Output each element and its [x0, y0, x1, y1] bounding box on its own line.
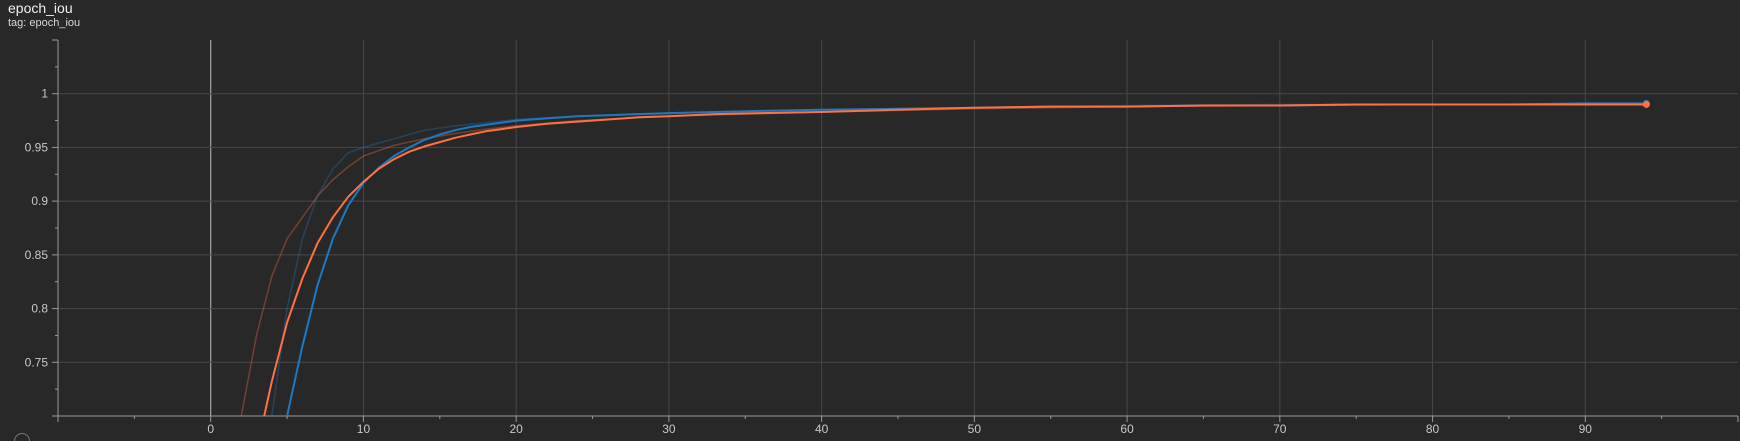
- x-tick-label: 10: [357, 422, 371, 436]
- x-tick-label: 70: [1273, 422, 1287, 436]
- y-tick-label: 1: [41, 87, 48, 101]
- chart-tag: tag: epoch_iou: [8, 17, 81, 29]
- y-tick-label: 0.95: [25, 140, 49, 154]
- x-tick-label: 90: [1579, 422, 1593, 436]
- y-tick-label: 0.8: [31, 302, 48, 316]
- axis-layer: [52, 39, 1739, 422]
- tick-labels: 0 10 20 30 40 50 60 70 80 90 0.75 0.8 0.85 0.9 0.95 1: [25, 87, 1593, 436]
- chart-title: epoch_iou: [8, 0, 73, 16]
- series-line-smoothed: [263, 103, 1647, 416]
- x-tick-label: 80: [1426, 422, 1440, 436]
- series-line-raw: [240, 103, 1647, 416]
- y-tick-label: 0.85: [25, 248, 49, 262]
- grid-layer: [58, 40, 1738, 416]
- x-tick-label: 20: [510, 422, 524, 436]
- x-tick-label: 0: [207, 422, 214, 436]
- series-end-point: [1642, 100, 1650, 108]
- y-tick-label: 0.9: [31, 194, 48, 208]
- y-tick-label: 0.75: [25, 355, 49, 369]
- x-tick-label: 50: [968, 422, 982, 436]
- series-line-raw: [271, 102, 1647, 416]
- x-tick-label: 60: [1120, 422, 1134, 436]
- series-line-smoothed: [286, 102, 1647, 416]
- series-layer: [240, 99, 1650, 416]
- x-tick-label: 40: [815, 422, 829, 436]
- x-tick-label: 30: [662, 422, 676, 436]
